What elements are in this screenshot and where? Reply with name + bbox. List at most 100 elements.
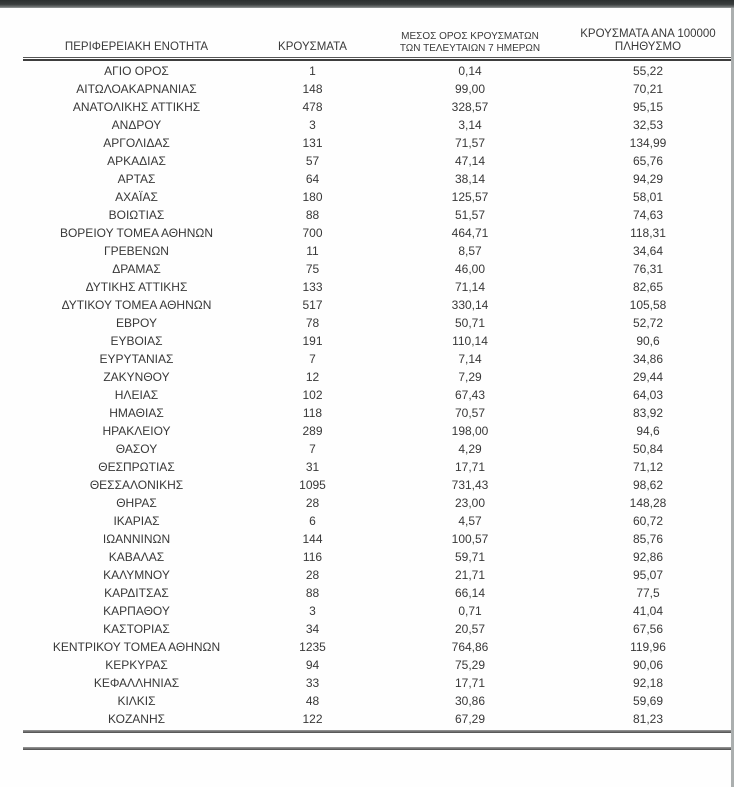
table-cell: 330,14 bbox=[451, 298, 489, 312]
column-header-avg7days-line1: ΜΕΣΟΣ ΟΡΟΣ ΚΡΟΥΣΜΑΤΩΝ bbox=[401, 31, 539, 42]
table-cell: 1095 bbox=[299, 478, 326, 492]
table-row: ΑΓΙΟ ΟΡΟΣ 1 0,14 55,22 bbox=[23, 62, 731, 80]
table-row: ΘΕΣΣΑΛΟΝΙΚΗΣ 1095 731,43 98,62 bbox=[23, 476, 731, 494]
table-cell: 51,57 bbox=[454, 208, 486, 222]
table-cell: 110,14 bbox=[452, 334, 488, 348]
table-row: ΑΡΚΑΔΙΑΣ 57 47,14 65,76 bbox=[23, 152, 731, 170]
table-cell: ΙΩΑΝΝΙΝΩΝ bbox=[102, 532, 171, 546]
table-cell: 328,57 bbox=[451, 100, 489, 114]
table-cell: 3 bbox=[309, 604, 316, 618]
column-header-cases: ΚΡΟΥΣΜΑΤΑ bbox=[250, 41, 375, 56]
table-cell: 21,71 bbox=[454, 568, 486, 582]
table-row: ΑΧΑΪΑΣ 180 125,57 58,01 bbox=[23, 188, 731, 206]
table-cell: 17,71 bbox=[454, 460, 486, 474]
table-row: ΕΥΒΟΙΑΣ 191 110,14 90,6 bbox=[23, 332, 731, 350]
table-cell: 67,56 bbox=[632, 622, 664, 636]
table-cell: 3 bbox=[309, 118, 316, 132]
table-cell: 133 bbox=[302, 280, 323, 294]
table-row: ΕΒΡΟΥ 78 50,71 52,72 bbox=[23, 314, 731, 332]
table-cell: 29,44 bbox=[632, 370, 664, 384]
table-cell: 119,96 bbox=[630, 640, 666, 654]
column-header-avg7days-line2: ΤΩΝ ΤΕΛΕΥΤΑΙΩΝ 7 ΗΜΕΡΩΝ bbox=[399, 42, 541, 54]
table-cell: 0,14 bbox=[458, 64, 482, 78]
table-cell: 118 bbox=[302, 406, 323, 420]
table-row: ΑΙΤΩΛΟΑΚΑΡΝΑΝΙΑΣ 148 99,00 70,21 bbox=[23, 80, 731, 98]
table-row: ΙΚΑΡΙΑΣ 6 4,57 60,72 bbox=[23, 512, 731, 530]
table-cell: 52,72 bbox=[632, 316, 664, 330]
table-cell: ΘΗΡΑΣ bbox=[116, 496, 157, 510]
table-cell: 71,14 bbox=[454, 280, 486, 294]
table-cell: 75 bbox=[305, 262, 320, 276]
table-cell: 118,31 bbox=[630, 226, 666, 240]
table-cell: ΚΕΡΚΥΡΑΣ bbox=[105, 658, 168, 672]
table-cell: ΒΟΡΕΙΟΥ ΤΟΜΕΑ ΑΘΗΝΩΝ bbox=[59, 226, 214, 240]
table-cell: ΕΥΒΟΙΑΣ bbox=[110, 334, 163, 348]
table-cell: 70,57 bbox=[454, 406, 486, 420]
column-header-per100k-line2: ΠΛΗΘΥΣΜΟ bbox=[614, 41, 682, 53]
table-cell: 67,43 bbox=[454, 388, 486, 402]
table-cell: 78 bbox=[305, 316, 320, 330]
table-row: ΚΕΦΑΛΛΗΝΙΑΣ 33 17,71 92,18 bbox=[23, 674, 731, 692]
table-row: ΑΝΔΡΟΥ 3 3,14 32,53 bbox=[23, 116, 731, 134]
table-cell: 94,29 bbox=[632, 172, 664, 186]
table-cell: 34,86 bbox=[632, 352, 664, 366]
table-cell: 71,12 bbox=[632, 460, 664, 474]
table-cell: 116 bbox=[302, 550, 323, 564]
table-cell: 58,01 bbox=[632, 190, 664, 204]
table-cell: ΔΥΤΙΚΟΥ ΤΟΜΕΑ ΑΘΗΝΩΝ bbox=[61, 298, 212, 312]
table-row: ΚΑΣΤΟΡΙΑΣ 34 20,57 67,56 bbox=[23, 620, 731, 638]
table-cell: 134,99 bbox=[629, 136, 667, 150]
table-cell: ΔΥΤΙΚΗΣ ΑΤΤΙΚΗΣ bbox=[85, 280, 188, 294]
table-cell: 31 bbox=[305, 460, 320, 474]
table-cell: ΚΑΡΠΑΘΟΥ bbox=[103, 604, 170, 618]
table-cell: ΖΑΚΥΝΘΟΥ bbox=[103, 370, 170, 384]
table-cell: ΓΡΕΒΕΝΩΝ bbox=[104, 244, 169, 258]
header-divider bbox=[23, 57, 731, 61]
table-cell: ΑΓΙΟ ΟΡΟΣ bbox=[104, 64, 169, 78]
table-row: ΔΡΑΜΑΣ 75 46,00 76,31 bbox=[23, 260, 731, 278]
table-cell: ΗΡΑΚΛΕΙΟΥ bbox=[102, 424, 171, 438]
viewer-top-edge bbox=[0, 0, 734, 8]
table-row: ΗΜΑΘΙΑΣ 118 70,57 83,92 bbox=[23, 404, 731, 422]
table-cell: ΑΡΓΟΛΙΔΑΣ bbox=[103, 136, 170, 150]
table-cell: 7 bbox=[309, 442, 316, 456]
table-cell: 731,43 bbox=[451, 478, 489, 492]
table-cell: 82,65 bbox=[632, 280, 664, 294]
table-cell: 64,03 bbox=[632, 388, 664, 402]
table-cell: ΑΡΚΑΔΙΑΣ bbox=[107, 154, 166, 168]
table-cell: 28 bbox=[305, 568, 320, 582]
viewer-right-edge bbox=[731, 8, 734, 787]
column-header-cases-label: ΚΡΟΥΣΜΑΤΑ bbox=[278, 41, 347, 53]
table-cell: 34,64 bbox=[632, 244, 664, 258]
table-cell: 700 bbox=[302, 226, 323, 240]
table-header-row: ΠΕΡΙΦΕΡΕΙΑΚΗ ΕΝΟΤΗΤΑ ΚΡΟΥΣΜΑΤΑ ΜΕΣΟΣ ΟΡΟ… bbox=[23, 20, 731, 56]
table-body: ΑΓΙΟ ΟΡΟΣ 1 0,14 55,22 ΑΙΤΩΛΟΑΚΑΡΝΑΝΙΑΣ 148 99… bbox=[23, 62, 731, 728]
table-row: ΘΑΣΟΥ 7 4,29 50,84 bbox=[23, 440, 731, 458]
table-cell: 7 bbox=[309, 352, 316, 366]
table-cell: 75,29 bbox=[454, 658, 486, 672]
table-cell: 148 bbox=[302, 82, 323, 96]
table-cell: ΘΑΣΟΥ bbox=[115, 442, 158, 456]
table-cell: 90,06 bbox=[632, 658, 664, 672]
table-cell: ΗΜΑΘΙΑΣ bbox=[109, 406, 164, 420]
table-cell: 74,63 bbox=[632, 208, 664, 222]
table-cell: 94 bbox=[305, 658, 320, 672]
table-row: ΚΑΛΥΜΝΟΥ 28 21,71 95,07 bbox=[23, 566, 731, 584]
column-header-region: ΠΕΡΙΦΕΡΕΙΑΚΗ ΕΝΟΤΗΤΑ bbox=[23, 41, 250, 56]
table-cell: 7,29 bbox=[458, 370, 482, 384]
table-row: ΕΥΡΥΤΑΝΙΑΣ 7 7,14 34,86 bbox=[23, 350, 731, 368]
table-cell: ΚΕΝΤΡΙΚΟΥ ΤΟΜΕΑ ΑΘΗΝΩΝ bbox=[52, 640, 221, 654]
table-cell: 478 bbox=[302, 100, 323, 114]
table-cell: 131 bbox=[302, 136, 323, 150]
table-cell: 191 bbox=[302, 334, 323, 348]
table-cell: ΚΟΖΑΝΗΣ bbox=[107, 712, 166, 726]
table-cell: 46,00 bbox=[454, 262, 486, 276]
column-header-avg7days: ΜΕΣΟΣ ΟΡΟΣ ΚΡΟΥΣΜΑΤΩΝ ΤΩΝ ΤΕΛΕΥΤΑΙΩΝ 7 Η… bbox=[375, 31, 565, 56]
table-row: ΙΩΑΝΝΙΝΩΝ 144 100,57 85,76 bbox=[23, 530, 731, 548]
table-cell: 34 bbox=[305, 622, 320, 636]
table-cell: ΕΥΡΥΤΑΝΙΑΣ bbox=[99, 352, 174, 366]
table-cell: 98,62 bbox=[632, 478, 664, 492]
table-cell: ΒΟΙΩΤΙΑΣ bbox=[108, 208, 165, 222]
table-cell: ΑΙΤΩΛΟΑΚΑΡΝΑΝΙΑΣ bbox=[76, 82, 197, 96]
column-header-per100k: ΚΡΟΥΣΜΑΤΑ ΑΝΑ 100000 ΠΛΗΘΥΣΜΟ bbox=[565, 28, 731, 56]
